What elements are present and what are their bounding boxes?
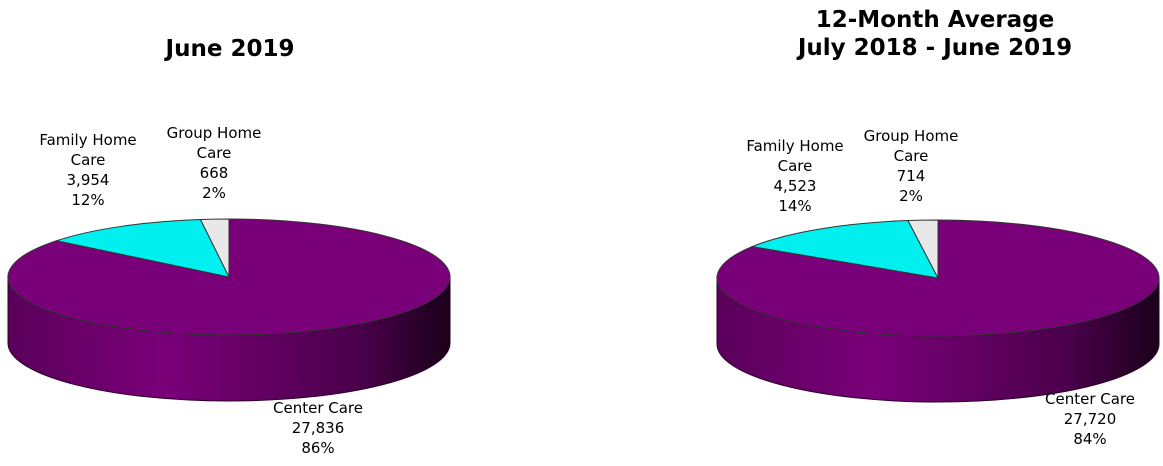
slice-name-line: Care: [777, 157, 813, 175]
chart-1-title: June 2019: [165, 36, 295, 62]
pie-slice-group-home-care: [199, 218, 230, 278]
chart-1-label-group-home-care: Group Home Care 668 2%: [154, 123, 274, 203]
slice-name-line: Center Care: [1045, 390, 1135, 408]
slice-value: 27,836: [291, 419, 345, 437]
chart-2-label-center-care: Center Care 27,720 84%: [1030, 389, 1150, 449]
pie-slice-family-home-care: [750, 220, 939, 279]
slice-percent: 14%: [778, 197, 812, 215]
slice-name-line: Care: [893, 147, 929, 165]
pie-chart-1: [7, 218, 451, 402]
slice-name-line: Center Care: [273, 399, 363, 417]
pie-chart-2: [716, 219, 1160, 403]
slice-name-line: Care: [196, 144, 232, 162]
slice-name-line: Family Home: [39, 131, 137, 149]
slice-percent: 84%: [1073, 430, 1107, 448]
chart-2-subtitle: July 2018 - June 2019: [797, 35, 1073, 61]
slice-value: 3,954: [66, 171, 110, 189]
pie-slice-group-home-care: [907, 219, 939, 279]
chart-2-label-group-home-care: Group Home Care 714 2%: [851, 126, 971, 206]
chart-1-label-family-home-care: Family Home Care 3,954 12%: [28, 130, 148, 210]
slice-percent: 2%: [202, 184, 226, 202]
slice-name-line: Group Home: [863, 127, 959, 145]
chart-1-label-center-care: Center Care 27,836 86%: [258, 398, 378, 458]
slice-percent: 2%: [899, 187, 923, 205]
slice-name-line: Family Home: [746, 137, 844, 155]
slice-value: 714: [896, 167, 926, 185]
slice-percent: 12%: [71, 191, 105, 209]
pie-slice-center-care: [7, 218, 451, 336]
slice-name-line: Group Home: [166, 124, 262, 142]
slice-value: 4,523: [773, 177, 817, 195]
slice-value: 668: [199, 164, 229, 182]
chart-2-label-family-home-care: Family Home Care 4,523 14%: [735, 136, 855, 216]
slice-percent: 86%: [301, 439, 335, 457]
pie-slice-family-home-care: [54, 218, 230, 278]
slice-name-line: Care: [70, 151, 106, 169]
chart-2-title: 12-Month Average: [815, 7, 1055, 33]
slice-value: 27,720: [1063, 410, 1117, 428]
